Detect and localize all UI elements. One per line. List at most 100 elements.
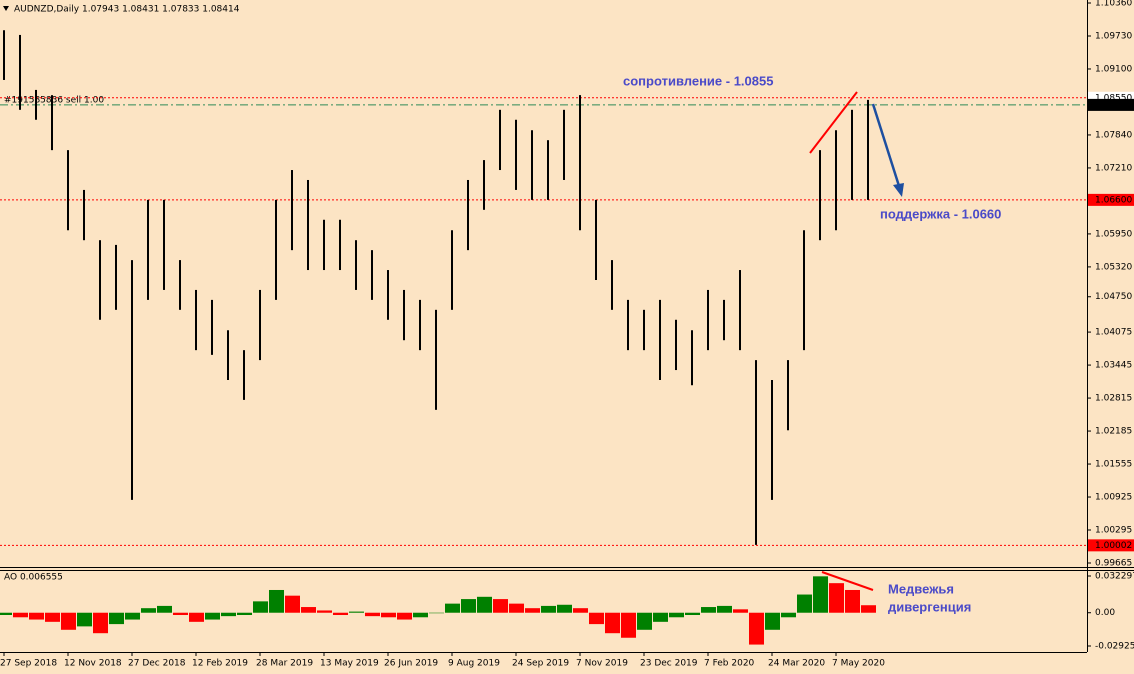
- ao-bar: [509, 603, 524, 613]
- ao-bar: [493, 599, 508, 613]
- ao-bar: [13, 612, 28, 618]
- ao-bar: [429, 612, 444, 614]
- ao-bar: [525, 608, 540, 613]
- ao-bar: [317, 610, 332, 613]
- order-label: #191585836 sell 1.00: [4, 96, 104, 106]
- x-tick-label: 12 Feb 2019: [192, 659, 248, 669]
- x-tick-label: 27 Dec 2018: [128, 659, 186, 669]
- ao-bar: [141, 608, 156, 613]
- y-tick-label: 1.09730: [1095, 31, 1132, 41]
- ao-bar: [365, 612, 380, 617]
- x-tick-label: 13 May 2019: [320, 659, 379, 669]
- ao-bar: [669, 612, 684, 618]
- y-tick-label: 1.10360: [1095, 0, 1132, 9]
- ao-bar: [0, 612, 12, 616]
- ao-bar: [637, 612, 652, 630]
- ao-bar: [685, 612, 700, 616]
- y-tick-label: 1.07840: [1095, 130, 1132, 140]
- x-tick-label: 24 Sep 2019: [512, 659, 569, 669]
- ao-bar: [221, 612, 236, 617]
- x-tick-label: 7 May 2020: [832, 659, 885, 669]
- y-tick-label: 1.07210: [1095, 163, 1132, 173]
- y-tick-label: 1.04750: [1095, 292, 1132, 302]
- ao-bar: [813, 576, 828, 613]
- y-tick-label: 1.05950: [1095, 229, 1132, 239]
- ao-bar: [829, 583, 844, 613]
- price-level-tag: [1088, 539, 1134, 552]
- y-tick-label: 1.01555: [1095, 460, 1132, 470]
- x-tick-label: 27 Sep 2018: [0, 659, 57, 669]
- ao-bar: [237, 612, 252, 616]
- ao-bar: [573, 608, 588, 613]
- ao-bar: [557, 604, 572, 613]
- ao-bar: [333, 612, 348, 616]
- ao-bar: [797, 594, 812, 613]
- ao-bar: [621, 612, 636, 638]
- ao-bar: [29, 612, 44, 620]
- divergence-line: [821, 571, 874, 591]
- ao-bar: [845, 589, 860, 613]
- ao-bar: [205, 612, 220, 620]
- ao-bar: [861, 605, 876, 613]
- ao-bar: [477, 596, 492, 613]
- ao-bar: [77, 612, 92, 627]
- price-level-label: 1.00002: [1095, 541, 1132, 551]
- ao-bar: [733, 609, 748, 613]
- y-tick-label: 1.02815: [1095, 394, 1132, 404]
- x-tick-label: 26 Jun 2019: [384, 659, 438, 669]
- x-tick-label: 12 Nov 2018: [64, 659, 122, 669]
- x-tick-label: 24 Mar 2020: [768, 659, 825, 669]
- price-level-label: 1.08550: [1095, 93, 1132, 103]
- price-level-label: 1.08414: [1095, 100, 1132, 110]
- ao-bar: [445, 603, 460, 613]
- forecast-arrow: [871, 103, 901, 187]
- ao-bar: [125, 612, 140, 620]
- ao-bar: [349, 611, 364, 613]
- menu-arrow[interactable]: [3, 6, 9, 11]
- chart-header: AUDNZD,Daily 1.07943 1.08431 1.07833 1.0…: [14, 5, 240, 15]
- ao-bar: [157, 605, 172, 613]
- arrow-head: [893, 183, 904, 197]
- x-tick-label: 23 Dec 2019: [640, 659, 698, 669]
- divergence-annotation: дивергенция: [888, 599, 971, 614]
- ao-bar: [461, 599, 476, 613]
- y-tick-label: 0.99665: [1095, 559, 1132, 569]
- y-tick-label: 0.00: [1095, 608, 1115, 618]
- ao-bar: [413, 612, 428, 618]
- ao-bar: [765, 612, 780, 630]
- x-tick-label: 7 Feb 2020: [704, 659, 755, 669]
- ao-bar: [781, 612, 796, 618]
- price-level-label: 1.06600: [1095, 195, 1132, 205]
- price-level-tag: [1088, 193, 1134, 206]
- ao-bar: [269, 589, 284, 613]
- ao-bar: [589, 612, 604, 625]
- y-tick-label: -0.029254: [1095, 642, 1134, 652]
- ao-bar: [749, 612, 764, 645]
- price-level-tag: [1088, 98, 1134, 111]
- ao-bar: [61, 612, 76, 630]
- ao-bar: [173, 612, 188, 616]
- y-tick-label: 1.00925: [1095, 493, 1132, 503]
- ao-bar: [381, 612, 396, 618]
- y-tick-label: 0.032297: [1095, 572, 1134, 582]
- y-tick-label: 1.00295: [1095, 526, 1132, 536]
- divergence-annotation: Медвежья: [888, 581, 954, 596]
- y-tick-label: 1.09100: [1095, 64, 1132, 74]
- ao-bar: [253, 601, 268, 613]
- ao-bar: [301, 607, 316, 613]
- ao-bar: [541, 605, 556, 613]
- ao-bar: [701, 607, 716, 613]
- ao-bar: [93, 612, 108, 634]
- ao-title: AO 0.006555: [4, 573, 63, 583]
- y-tick-label: 1.04075: [1095, 328, 1132, 338]
- x-tick-label: 28 Mar 2019: [256, 659, 313, 669]
- support-annotation: поддержка - 1.0660: [880, 206, 1001, 221]
- ao-bar: [717, 605, 732, 613]
- y-tick-label: 1.05320: [1095, 262, 1132, 272]
- ao-bar: [285, 595, 300, 613]
- ao-bar: [653, 612, 668, 622]
- x-tick-label: 7 Nov 2019: [576, 659, 628, 669]
- trend-line: [809, 91, 858, 154]
